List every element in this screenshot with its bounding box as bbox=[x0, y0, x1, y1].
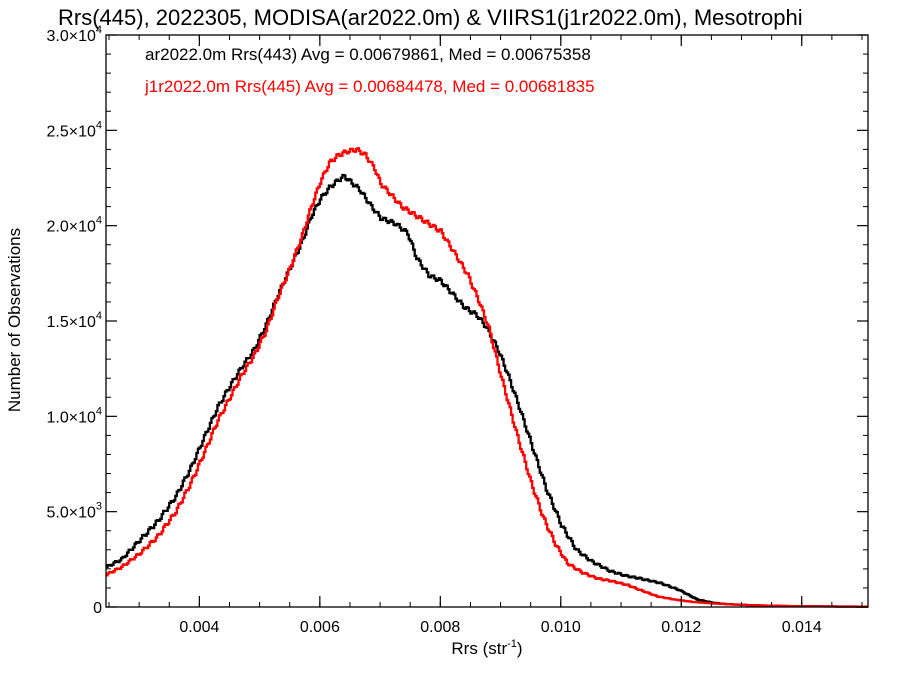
series-line-modis bbox=[106, 173, 868, 608]
legend-entry-viirs: j1r2022.0m Rrs(445) Avg = 0.00684478, Me… bbox=[144, 77, 595, 96]
y-axis-label: Number of Observations bbox=[5, 228, 24, 412]
plot-frame bbox=[105, 34, 869, 608]
x-tick-label: 0.014 bbox=[782, 619, 822, 636]
y-tick-label: 0 bbox=[93, 600, 102, 617]
x-axis-label: Rrs (str-1) bbox=[451, 638, 522, 658]
x-tick-label: 0.006 bbox=[300, 619, 340, 636]
chart-title: Rrs(445), 2022305, MODISA(ar2022.0m) & V… bbox=[58, 5, 803, 30]
x-tick-label: 0.004 bbox=[179, 619, 219, 636]
y-tick-label: 5.0×103 bbox=[46, 501, 102, 522]
y-tick-label: 2.5×104 bbox=[46, 119, 102, 140]
y-tick-label: 1.5×104 bbox=[46, 310, 102, 331]
series-layer bbox=[106, 147, 868, 608]
axes-layer: 0.004 0.006 0.008 0.010 0.012 0.014 0 5.0×103 1.… bbox=[46, 24, 869, 636]
y-tick-label: 3.0×104 bbox=[46, 24, 102, 45]
legend-entry-modis: ar2022.0m Rrs(443) Avg = 0.00679861, Med… bbox=[145, 45, 591, 64]
series-line-viirs bbox=[106, 147, 868, 608]
x-tick-label: 0.008 bbox=[420, 619, 460, 636]
x-tick-label: 0.010 bbox=[541, 619, 581, 636]
y-tick-label: 1.0×104 bbox=[46, 405, 102, 426]
y-tick-label: 2.0×104 bbox=[46, 215, 102, 236]
x-tick-label: 0.012 bbox=[661, 619, 701, 636]
legend: ar2022.0m Rrs(443) Avg = 0.00679861, Med… bbox=[144, 45, 595, 96]
